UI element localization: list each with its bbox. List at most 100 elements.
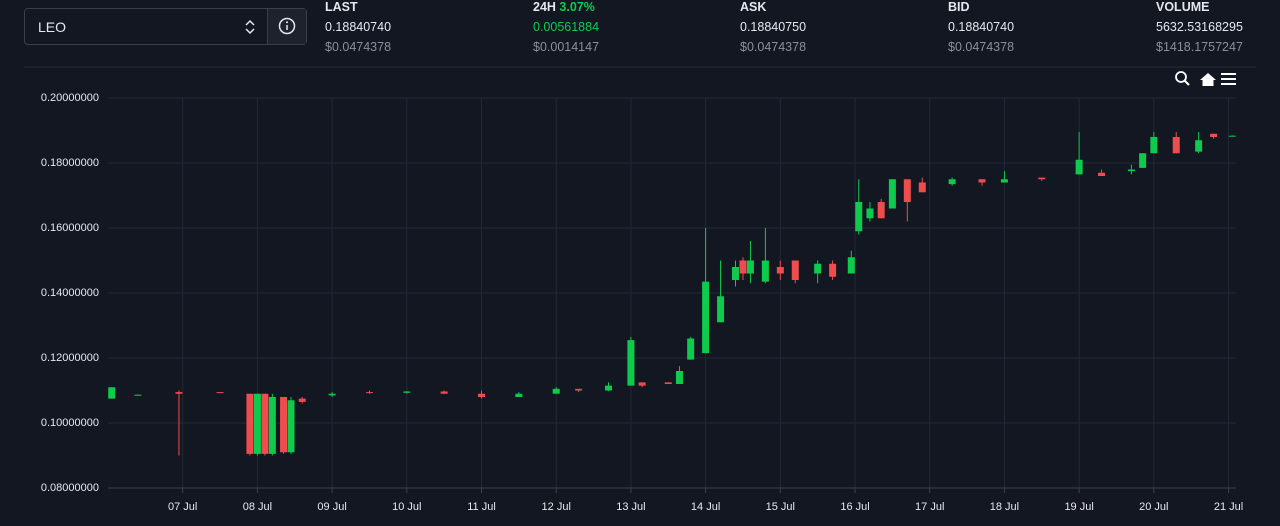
candle-body [1172, 137, 1180, 154]
candle-body [365, 392, 373, 394]
candle-body [280, 397, 288, 453]
stat-value: 0.00561884 [533, 20, 600, 34]
candle-body [627, 340, 635, 386]
candle-body [515, 393, 523, 397]
candle-body [978, 179, 986, 183]
candle-body [298, 398, 306, 402]
candle-body [1000, 179, 1008, 183]
stat-usd: $1418.1757247 [1156, 40, 1243, 54]
x-tick-label: 11 Jul [467, 501, 496, 513]
candle-body [328, 393, 336, 396]
candle-body [829, 263, 837, 277]
x-tick-label: 18 Jul [990, 501, 1019, 513]
candle-body [1150, 137, 1158, 154]
candle-body [776, 267, 784, 274]
candle-body [855, 202, 863, 232]
candle-body [739, 260, 747, 274]
candle-body [702, 281, 710, 354]
candle-body [717, 296, 725, 323]
x-tick-label: 07 Jul [168, 501, 197, 513]
candle-body [1139, 153, 1147, 168]
menu-icon[interactable] [1221, 73, 1236, 85]
x-tick-label: 13 Jul [616, 501, 645, 513]
candle-body [687, 338, 695, 360]
candle-body [761, 260, 769, 282]
x-tick-label: 20 Jul [1139, 501, 1168, 513]
stat-usd: $0.0474378 [948, 40, 1015, 54]
candle-body [605, 385, 613, 391]
x-tick-label: 16 Jul [840, 501, 869, 513]
candle-body [1038, 177, 1046, 180]
info-button[interactable] [267, 9, 306, 44]
market-name: LEO [38, 19, 67, 35]
candle-body [1195, 140, 1203, 152]
x-tick-label: 19 Jul [1064, 501, 1093, 513]
candle-body [731, 267, 739, 280]
x-tick-label: 08 Jul [243, 501, 272, 513]
candle-body [440, 391, 448, 394]
candle-body [866, 208, 874, 219]
candle-body [246, 393, 254, 454]
candle-body [948, 179, 956, 185]
candle-body [287, 400, 295, 453]
market-select[interactable]: LEO [24, 8, 307, 45]
stat-label: 24H [533, 0, 556, 14]
x-tick-label: 09 Jul [317, 501, 346, 513]
stat-value: 0.18840740 [325, 20, 392, 34]
candle-body [253, 393, 261, 454]
stat-usd: $0.0474378 [740, 40, 807, 54]
candle-body [261, 393, 269, 454]
candle-body [918, 182, 926, 193]
stat-usd: $0.0014147 [533, 40, 600, 54]
stat-value: 0.18840740 [948, 20, 1015, 34]
x-tick-label: 15 Jul [766, 501, 795, 513]
stat-usd: $0.0474378 [325, 40, 392, 54]
candle-body [877, 202, 885, 219]
candle-body [847, 257, 855, 274]
candle-body [791, 260, 799, 280]
candle-body [216, 392, 224, 394]
stat-value: 5632.53168295 [1156, 20, 1243, 34]
candle-body [638, 382, 646, 386]
x-tick-label: 10 Jul [392, 501, 421, 513]
candle-body [1098, 172, 1106, 176]
candle-body [903, 179, 911, 202]
candle-body [575, 388, 583, 391]
stat-label-wrap: 24H 3.07% [533, 0, 595, 14]
candle-body [1075, 159, 1083, 175]
home-icon[interactable] [1200, 73, 1216, 86]
x-tick-label: 21 Jul [1214, 501, 1243, 513]
candle-body [675, 371, 683, 384]
candle-body [478, 393, 486, 397]
x-tick-label: 12 Jul [542, 501, 571, 513]
stat-label: BID [948, 0, 970, 14]
zoom-icon[interactable] [1175, 71, 1190, 86]
candle-body [1210, 133, 1218, 137]
candle-body [134, 394, 142, 396]
candle-body [888, 179, 896, 209]
y-tick-label: 0.10000000 [41, 417, 99, 429]
candle-body [108, 387, 116, 399]
y-tick-label: 0.16000000 [41, 222, 99, 234]
stat-label: VOLUME [1156, 0, 1210, 14]
candle-body [552, 388, 560, 394]
stat-value: 0.18840750 [740, 20, 807, 34]
candle-body [1127, 169, 1135, 172]
y-tick-label: 0.12000000 [41, 352, 99, 364]
candle-body [1228, 135, 1236, 137]
x-tick-label: 17 Jul [915, 501, 944, 513]
candle-body [814, 263, 822, 274]
stat-label: LAST [325, 0, 358, 14]
y-tick-label: 0.18000000 [41, 157, 99, 169]
candle-body [403, 391, 411, 393]
info-icon [278, 17, 296, 35]
stat-label: ASK [740, 0, 767, 14]
y-tick-label: 0.08000000 [41, 482, 99, 494]
select-arrows [245, 19, 255, 35]
stat-change: 3.07% [559, 0, 595, 14]
x-tick-label: 14 Jul [691, 501, 720, 513]
candle-body [268, 397, 276, 454]
candle-body [746, 260, 754, 274]
